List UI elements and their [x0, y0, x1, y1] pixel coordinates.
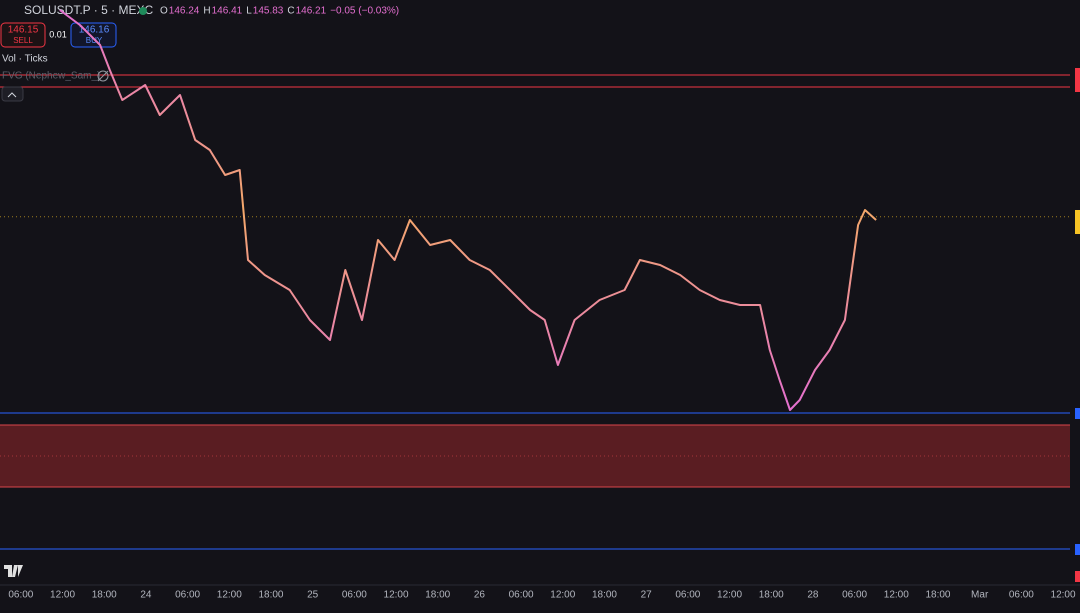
x-tick-label: 18:00: [92, 590, 117, 601]
x-tick-label: 18:00: [759, 590, 784, 601]
price-flag: [1075, 408, 1080, 419]
x-tick-label: 12:00: [1051, 590, 1076, 601]
x-tick-label: 18:00: [592, 590, 617, 601]
price-flag: [1075, 68, 1080, 92]
x-tick-label: 12:00: [217, 590, 242, 601]
fvg-zone: [0, 425, 1070, 487]
ohlc-key: C: [287, 6, 294, 17]
buy-button[interactable]: [70, 22, 117, 48]
x-tick-label: 18:00: [425, 590, 450, 601]
ohlc-value: 146.24: [169, 6, 200, 17]
sell-price[interactable]: 146.15: [8, 25, 39, 36]
hide-icon[interactable]: [97, 70, 109, 82]
price-flag: [1075, 544, 1080, 555]
symbol[interactable]: SOLUSDT.P · 5 · MEXC: [24, 3, 153, 17]
x-tick-label: 06:00: [509, 590, 534, 601]
x-tick-label: 12:00: [717, 590, 742, 601]
x-tick-label: 12:00: [384, 590, 409, 601]
x-tick-label: Mar: [971, 590, 989, 601]
spread: 0.01: [49, 29, 67, 39]
x-tick-label: 24: [140, 590, 152, 601]
indicator-label[interactable]: FVG (Nephew_Sam_): [2, 71, 100, 82]
sell-button[interactable]: [0, 22, 46, 48]
price-line: [59, 9, 877, 411]
ohlc-key: H: [203, 6, 210, 17]
buy-price[interactable]: 146.16: [79, 25, 110, 36]
sell-label[interactable]: SELL: [13, 36, 33, 45]
x-tick-label: 06:00: [1009, 590, 1034, 601]
x-tick-label: 06:00: [675, 590, 700, 601]
tv-logo: [4, 565, 23, 577]
collapse-button[interactable]: [1, 86, 24, 102]
x-tick-label: 18:00: [925, 590, 950, 601]
x-tick-label: 12:00: [550, 590, 575, 601]
x-tick-label: 06:00: [342, 590, 367, 601]
indicator-label[interactable]: Vol · Ticks: [2, 54, 48, 65]
ohlc-key: O: [160, 6, 168, 17]
status-dot: [139, 7, 147, 15]
price-flag: [1075, 571, 1080, 582]
ohlc-value: 146.41: [212, 6, 243, 17]
x-tick-label: 27: [641, 590, 653, 601]
x-tick-label: 25: [307, 590, 319, 601]
x-tick-label: 06:00: [842, 590, 867, 601]
change: −0.05 (−0.03%): [330, 6, 399, 17]
ohlc-value: 145.83: [253, 6, 284, 17]
x-tick-label: 12:00: [50, 590, 75, 601]
price-flag: [1075, 210, 1080, 234]
ohlc-key: L: [246, 6, 252, 17]
x-tick-label: 12:00: [884, 590, 909, 601]
x-tick-label: 28: [807, 590, 819, 601]
ohlc-value: 146.21: [296, 6, 327, 17]
x-tick-label: 06:00: [8, 590, 33, 601]
x-tick-label: 06:00: [175, 590, 200, 601]
x-tick-label: 26: [474, 590, 486, 601]
x-tick-label: 18:00: [258, 590, 283, 601]
ohlc: O 146.24 H 146.41 L 145.83 C 146.21 −0.05 (−0.03…: [160, 6, 399, 17]
